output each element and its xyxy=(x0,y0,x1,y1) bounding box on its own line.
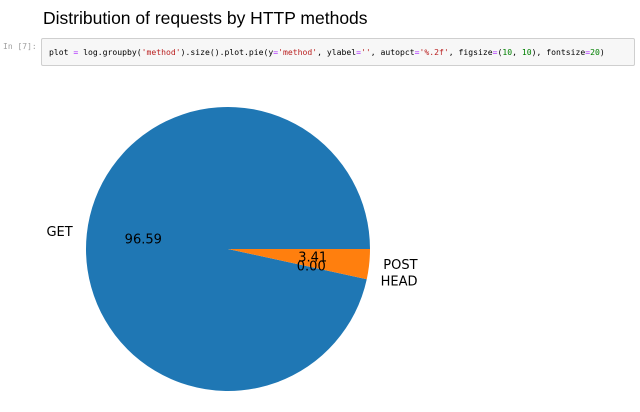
code-token: 'method' xyxy=(278,47,318,57)
code-token: figsize xyxy=(458,47,493,57)
code-token: = xyxy=(585,47,591,57)
code-token: 20 xyxy=(590,47,600,57)
code-token: ( xyxy=(263,47,269,57)
slice-label-post: POST xyxy=(383,258,417,273)
code-token: ) xyxy=(599,47,605,57)
code-token: size xyxy=(190,47,210,57)
code-token: pie xyxy=(248,47,264,57)
code-token: , xyxy=(448,47,459,57)
code-token: '' xyxy=(360,47,371,57)
slice-label-head: HEAD xyxy=(381,275,418,290)
code-token: fontsize xyxy=(546,47,586,57)
code-token: ), xyxy=(531,47,547,57)
code-cell[interactable]: In [7]: plot = log.groupby('method').siz… xyxy=(0,38,640,68)
code-token: , xyxy=(512,47,522,57)
code-token: , xyxy=(370,47,381,57)
code-token: = xyxy=(356,47,361,57)
code-token: autopct xyxy=(380,47,415,57)
slice-pct-label-head: 0.00 xyxy=(297,260,326,275)
code-token: ( xyxy=(136,47,142,57)
slice-label-get: GET xyxy=(46,225,72,240)
pie-slice-post xyxy=(228,249,370,280)
code-line: plot = log.groupby('method').size().plot… xyxy=(49,47,605,58)
code-token: y xyxy=(268,47,274,57)
input-prompt: In [7]: xyxy=(3,42,37,51)
pie-chart: GET 96.59 HEAD 0.00 POST 3.41 xyxy=(46,107,418,392)
code-token: = xyxy=(414,47,420,57)
code-token: plot xyxy=(224,47,244,57)
code-token: ylabel xyxy=(326,47,357,57)
code-token: = xyxy=(492,47,498,57)
code-token: = xyxy=(273,47,279,57)
code-token: 'method' xyxy=(141,47,181,57)
code-token: log xyxy=(83,47,98,57)
code-token: 10 xyxy=(521,47,532,57)
code-token: ( xyxy=(497,47,503,57)
code-token: , xyxy=(317,47,327,57)
cell-output: GET 96.59 HEAD 0.00 POST 3.41 xyxy=(0,68,640,412)
code-token: = xyxy=(68,47,84,57)
code-token: (). xyxy=(209,47,225,57)
code-token: . xyxy=(243,47,249,57)
slice-pct-label-post: 3.41 xyxy=(298,251,327,266)
code-input-area[interactable]: plot = log.groupby('method').size().plot… xyxy=(41,38,635,66)
section-heading: Distribution of requests by HTTP methods xyxy=(43,8,368,28)
slice-pct-label-get: 96.59 xyxy=(125,232,162,247)
code-token: plot xyxy=(49,47,69,57)
code-token: 10 xyxy=(502,47,513,57)
pie-slice-get xyxy=(85,107,370,392)
code-token: ). xyxy=(180,47,191,57)
code-token: . xyxy=(97,47,103,57)
code-token: '%.2f' xyxy=(419,47,449,57)
code-token: groupby xyxy=(102,47,137,57)
